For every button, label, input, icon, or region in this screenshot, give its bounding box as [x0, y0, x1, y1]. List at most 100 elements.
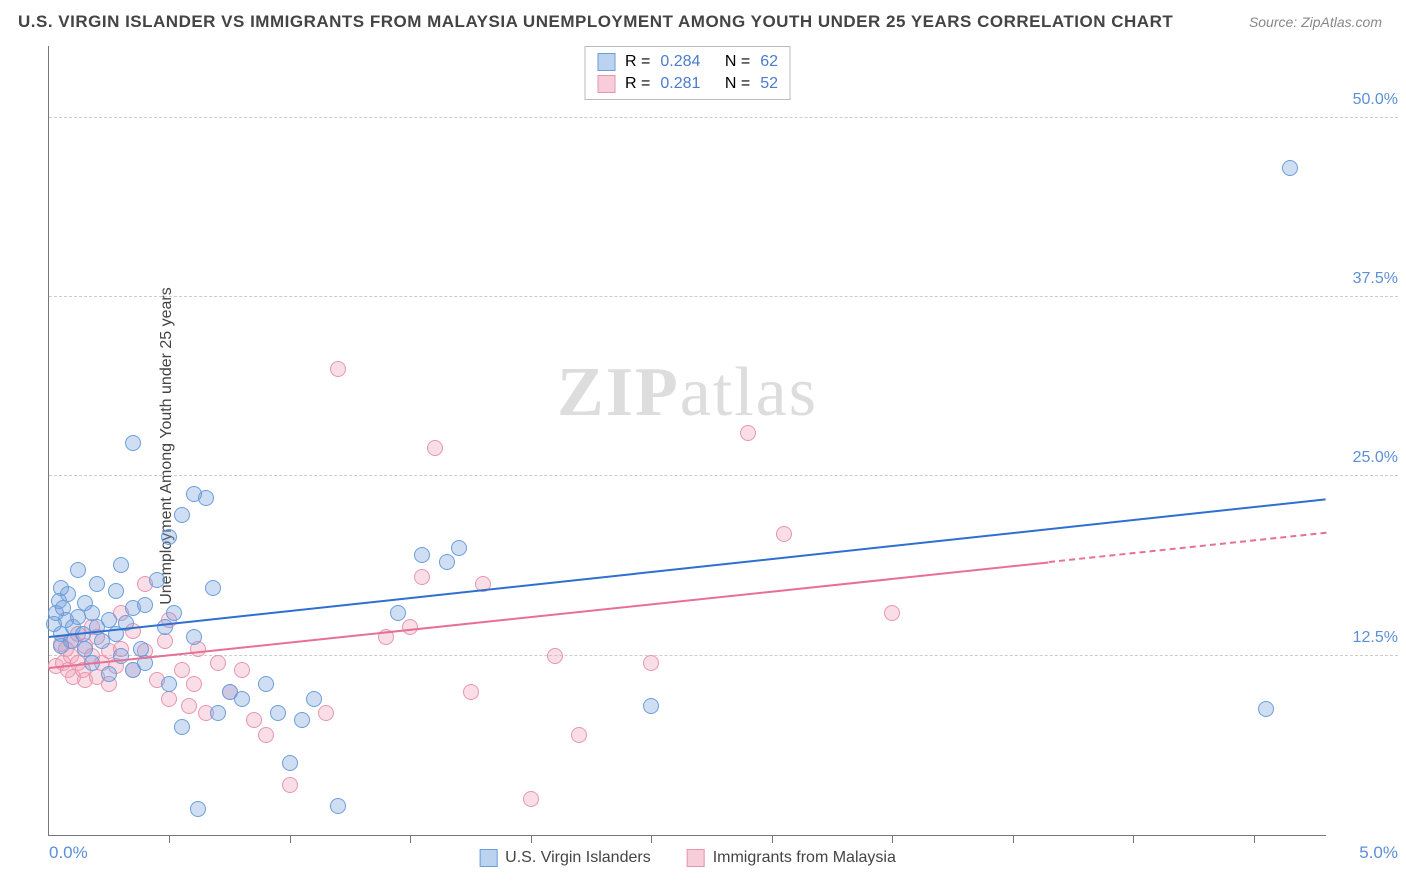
x-tick [169, 835, 170, 843]
watermark-rest: atlas [680, 354, 818, 431]
legend-n-label: N = [725, 53, 750, 71]
data-point [166, 605, 182, 621]
scatter-plot-area: ZIPatlas R = 0.284 N = 62 R = 0.281 N = … [48, 46, 1326, 836]
x-tick [290, 835, 291, 843]
gridline [49, 475, 1398, 476]
x-tick [651, 835, 652, 843]
data-point [113, 557, 129, 573]
data-point [246, 712, 262, 728]
data-point [149, 572, 165, 588]
data-point [174, 719, 190, 735]
legend-r-label: R = [625, 53, 650, 71]
series-legend-label-1: Immigrants from Malaysia [713, 849, 896, 867]
data-point [161, 676, 177, 692]
data-point [294, 712, 310, 728]
gridline [49, 296, 1398, 297]
data-point [190, 801, 206, 817]
series-legend-item: Immigrants from Malaysia [687, 849, 896, 867]
data-point [161, 691, 177, 707]
data-point [258, 727, 274, 743]
data-point [414, 547, 430, 563]
data-point [186, 629, 202, 645]
source-attribution: Source: ZipAtlas.com [1249, 14, 1382, 30]
x-tick [410, 835, 411, 843]
watermark-bold: ZIP [557, 354, 680, 431]
data-point [137, 597, 153, 613]
data-point [547, 648, 563, 664]
data-point [740, 425, 756, 441]
legend-r-value-0: 0.284 [660, 53, 700, 71]
y-tick-label: 12.5% [1334, 629, 1398, 647]
x-tick [772, 835, 773, 843]
gridline [49, 655, 1398, 656]
data-point [210, 655, 226, 671]
data-point [402, 619, 418, 635]
y-tick-label: 25.0% [1334, 449, 1398, 467]
data-point [234, 662, 250, 678]
data-point [157, 619, 173, 635]
y-tick-label: 37.5% [1334, 270, 1398, 288]
data-point [94, 633, 110, 649]
legend-n-value-0: 62 [760, 53, 778, 71]
data-point [161, 529, 177, 545]
data-point [1258, 701, 1274, 717]
x-axis-max-label: 5.0% [1359, 843, 1398, 863]
data-point [282, 755, 298, 771]
series-legend-label-0: U.S. Virgin Islanders [505, 849, 651, 867]
legend-swatch-series-0 [597, 53, 615, 71]
legend-r-value-1: 0.281 [660, 75, 700, 93]
chart-title: U.S. VIRGIN ISLANDER VS IMMIGRANTS FROM … [18, 12, 1173, 32]
data-point [174, 662, 190, 678]
data-point [451, 540, 467, 556]
data-point [414, 569, 430, 585]
data-point [427, 440, 443, 456]
data-point [318, 705, 334, 721]
legend-swatch-series-1 [597, 75, 615, 93]
regression-line [49, 499, 1326, 639]
x-tick [531, 835, 532, 843]
correlation-legend: R = 0.284 N = 62 R = 0.281 N = 52 [584, 46, 791, 100]
legend-r-label: R = [625, 75, 650, 93]
data-point [234, 691, 250, 707]
watermark: ZIPatlas [557, 353, 818, 433]
data-point [282, 777, 298, 793]
regression-line [1049, 532, 1326, 563]
data-point [210, 705, 226, 721]
data-point [523, 791, 539, 807]
data-point [330, 798, 346, 814]
data-point [1282, 160, 1298, 176]
data-point [390, 605, 406, 621]
data-point [174, 507, 190, 523]
data-point [108, 583, 124, 599]
data-point [89, 576, 105, 592]
data-point [776, 526, 792, 542]
data-point [186, 676, 202, 692]
series-legend: U.S. Virgin Islanders Immigrants from Ma… [479, 849, 896, 867]
legend-n-value-1: 52 [760, 75, 778, 93]
series-legend-item: U.S. Virgin Islanders [479, 849, 651, 867]
data-point [330, 361, 346, 377]
gridline [49, 117, 1398, 118]
data-point [884, 605, 900, 621]
legend-swatch-series-1 [687, 849, 705, 867]
data-point [70, 562, 86, 578]
x-axis-origin-label: 0.0% [49, 843, 88, 863]
x-tick [1133, 835, 1134, 843]
data-point [306, 691, 322, 707]
correlation-legend-row: R = 0.281 N = 52 [597, 73, 778, 95]
y-tick-label: 50.0% [1334, 91, 1398, 109]
data-point [205, 580, 221, 596]
correlation-legend-row: R = 0.284 N = 62 [597, 51, 778, 73]
legend-swatch-series-0 [479, 849, 497, 867]
legend-n-label: N = [725, 75, 750, 93]
data-point [270, 705, 286, 721]
x-tick [1254, 835, 1255, 843]
data-point [125, 435, 141, 451]
data-point [258, 676, 274, 692]
x-tick [892, 835, 893, 843]
data-point [101, 666, 117, 682]
data-point [53, 580, 69, 596]
x-tick [1013, 835, 1014, 843]
data-point [198, 490, 214, 506]
data-point [643, 698, 659, 714]
